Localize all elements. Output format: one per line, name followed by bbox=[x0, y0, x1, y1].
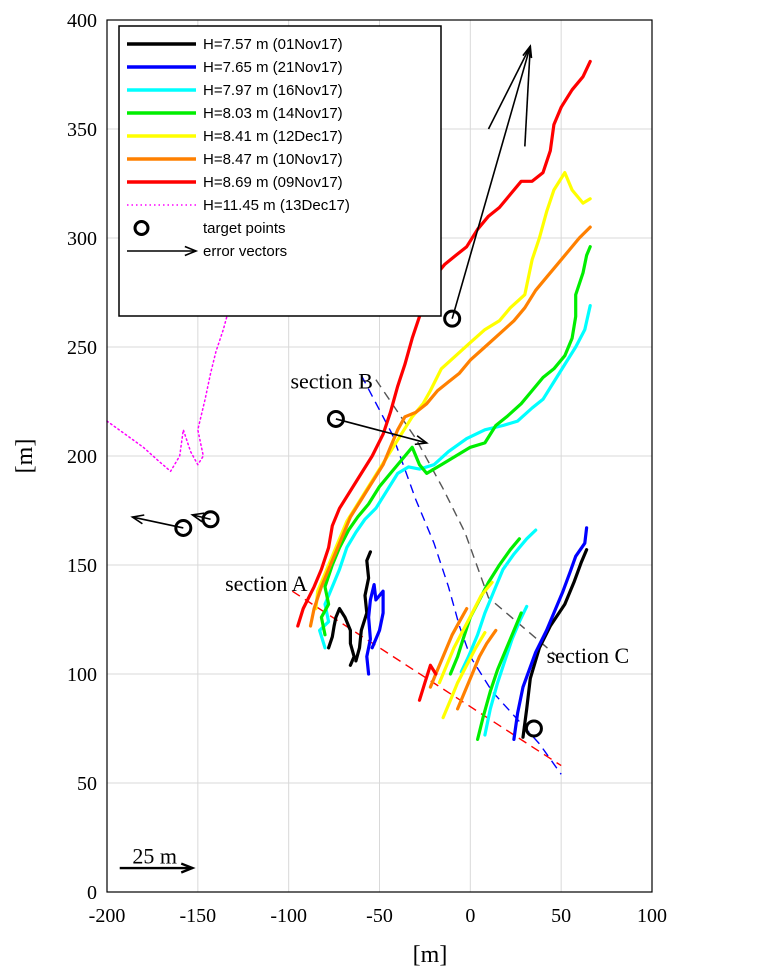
error-vector-head bbox=[130, 514, 145, 525]
legend-label: H=8.03 m (14Nov17) bbox=[203, 105, 343, 122]
y-tick-label: 50 bbox=[77, 773, 97, 795]
series-line bbox=[521, 548, 589, 739]
legend-arrow-icon-head bbox=[184, 245, 199, 257]
y-axis-ticks: 0 50 100 150 200 250 300 350 400 bbox=[67, 10, 97, 904]
y-axis-label: [m] bbox=[12, 439, 38, 474]
annotation-label: 25 m bbox=[132, 844, 177, 869]
target-point bbox=[443, 309, 462, 328]
x-tick-label: -100 bbox=[270, 905, 307, 927]
target-point bbox=[174, 518, 193, 537]
error-vector bbox=[192, 514, 211, 520]
legend-label: target points bbox=[203, 220, 286, 237]
target-points bbox=[174, 309, 543, 738]
series-line bbox=[319, 245, 592, 637]
legend-label: H=7.65 m (21Nov17) bbox=[203, 59, 343, 76]
error-vector-head bbox=[190, 512, 205, 523]
scale-bar-arrow-head bbox=[180, 862, 196, 874]
series-line bbox=[106, 27, 297, 473]
target-point bbox=[326, 409, 345, 428]
legend-label: H=8.69 m (09Nov17) bbox=[203, 174, 343, 191]
error-vector-head bbox=[414, 435, 429, 446]
x-axis-ticks: -200 -150 -100 -50 0 50 100 bbox=[89, 905, 667, 927]
legend-label: H=8.47 m (10Nov17) bbox=[203, 151, 343, 168]
legend: H=7.57 m (01Nov17) H=7.65 m (21Nov17) H=7.… bbox=[118, 25, 442, 317]
series-line bbox=[456, 628, 498, 711]
series-line bbox=[365, 582, 385, 676]
target-point bbox=[201, 510, 220, 529]
x-tick-label: -200 bbox=[89, 905, 126, 927]
x-tick-label: 50 bbox=[551, 905, 571, 927]
legend-target-icon bbox=[133, 220, 150, 236]
y-tick-label: 200 bbox=[67, 446, 97, 468]
y-tick-label: 250 bbox=[67, 337, 97, 359]
legend-label: error vectors bbox=[203, 243, 287, 260]
x-tick-label: -150 bbox=[179, 905, 216, 927]
series-line bbox=[308, 225, 592, 628]
series-line bbox=[459, 528, 538, 674]
legend-box bbox=[118, 25, 442, 317]
legend-label: H=8.41 m (12Dec17) bbox=[203, 128, 343, 145]
series-line bbox=[327, 606, 356, 667]
y-tick-label: 100 bbox=[67, 664, 97, 686]
y-tick-label: 150 bbox=[67, 555, 97, 577]
error-vector bbox=[335, 418, 427, 444]
series-line bbox=[417, 663, 438, 702]
legend-label: H=7.97 m (16Nov17) bbox=[203, 82, 343, 99]
series-line bbox=[314, 171, 592, 611]
series-line bbox=[354, 550, 372, 663]
x-tick-label: 0 bbox=[465, 905, 475, 927]
error-vector bbox=[524, 46, 532, 147]
x-axis-label: [m] bbox=[413, 942, 448, 968]
error-vectors bbox=[130, 44, 533, 529]
series-line bbox=[512, 526, 589, 742]
x-tick-label: -50 bbox=[366, 905, 393, 927]
error-vector bbox=[451, 45, 532, 319]
target-point bbox=[524, 719, 543, 738]
y-tick-label: 300 bbox=[67, 228, 97, 250]
y-tick-label: 400 bbox=[67, 10, 97, 32]
series-line bbox=[437, 580, 494, 685]
section-line bbox=[291, 590, 562, 767]
plot-frame bbox=[106, 19, 653, 893]
series-line bbox=[476, 611, 523, 742]
legend-label: H=11.45 m (13Dec17) bbox=[203, 197, 350, 214]
x-tick-label: 100 bbox=[637, 905, 667, 927]
scale-bar bbox=[119, 862, 196, 874]
annotations: section A section B section C 25 m bbox=[132, 368, 629, 868]
error-vector bbox=[487, 45, 531, 130]
legend-label: H=7.57 m (01Nov17) bbox=[203, 36, 343, 53]
series-lines bbox=[106, 27, 592, 742]
section-line bbox=[375, 379, 558, 658]
annotation-label: section A bbox=[225, 571, 308, 596]
series-line bbox=[483, 604, 529, 737]
series-line bbox=[318, 304, 592, 650]
y-tick-label: 0 bbox=[87, 882, 97, 904]
series-line bbox=[441, 630, 487, 720]
y-tick-label: 350 bbox=[67, 119, 97, 141]
annotation-label: section C bbox=[547, 643, 630, 668]
annotation-label: section B bbox=[290, 368, 373, 393]
